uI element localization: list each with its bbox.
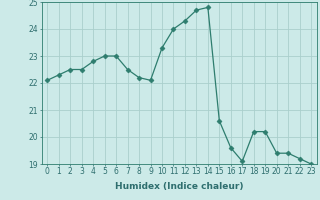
X-axis label: Humidex (Indice chaleur): Humidex (Indice chaleur) [115, 182, 244, 191]
